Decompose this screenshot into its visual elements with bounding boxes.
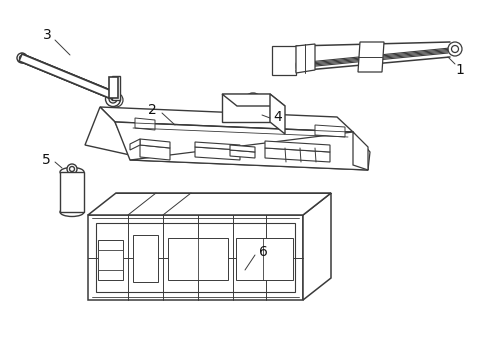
Polygon shape — [112, 76, 120, 100]
Circle shape — [20, 55, 25, 60]
Polygon shape — [115, 122, 368, 170]
Circle shape — [109, 93, 123, 107]
Polygon shape — [130, 139, 140, 150]
Polygon shape — [270, 94, 285, 134]
Polygon shape — [296, 44, 315, 73]
Text: 3: 3 — [43, 28, 51, 42]
Polygon shape — [236, 238, 293, 280]
Ellipse shape — [60, 167, 84, 176]
Circle shape — [115, 99, 118, 102]
Circle shape — [112, 98, 115, 100]
Circle shape — [18, 54, 26, 63]
Polygon shape — [60, 172, 84, 212]
Polygon shape — [140, 139, 170, 148]
Circle shape — [212, 150, 218, 156]
Circle shape — [276, 59, 288, 71]
Polygon shape — [88, 215, 303, 300]
Polygon shape — [98, 240, 123, 280]
Circle shape — [448, 42, 462, 56]
Polygon shape — [21, 54, 114, 99]
Polygon shape — [230, 150, 255, 158]
Polygon shape — [315, 125, 345, 137]
Circle shape — [70, 166, 74, 171]
Polygon shape — [358, 42, 384, 72]
Polygon shape — [88, 193, 331, 215]
Polygon shape — [222, 94, 270, 122]
Circle shape — [17, 53, 27, 63]
Circle shape — [367, 49, 373, 55]
Circle shape — [20, 56, 24, 60]
Polygon shape — [353, 132, 368, 170]
Polygon shape — [100, 107, 353, 132]
Polygon shape — [230, 145, 255, 152]
Circle shape — [105, 91, 121, 107]
Ellipse shape — [60, 207, 84, 216]
Polygon shape — [19, 54, 112, 98]
Polygon shape — [109, 77, 118, 98]
Text: 6: 6 — [259, 245, 268, 259]
Circle shape — [244, 93, 262, 111]
Circle shape — [279, 62, 285, 68]
Polygon shape — [195, 147, 240, 160]
Circle shape — [451, 45, 459, 53]
Circle shape — [67, 164, 77, 174]
Polygon shape — [265, 141, 330, 152]
Circle shape — [240, 152, 244, 156]
Polygon shape — [265, 148, 330, 162]
Circle shape — [209, 147, 221, 159]
Circle shape — [109, 95, 117, 103]
Circle shape — [249, 97, 255, 103]
Polygon shape — [195, 142, 240, 150]
Circle shape — [238, 150, 246, 158]
Text: 2: 2 — [147, 103, 156, 117]
Polygon shape — [85, 107, 130, 155]
Circle shape — [18, 54, 26, 63]
Polygon shape — [140, 145, 170, 160]
Polygon shape — [96, 223, 295, 292]
Polygon shape — [130, 132, 370, 170]
Text: 1: 1 — [456, 63, 465, 77]
Circle shape — [112, 96, 120, 104]
Circle shape — [248, 97, 258, 107]
Text: 4: 4 — [273, 110, 282, 124]
Polygon shape — [133, 235, 158, 282]
Polygon shape — [168, 238, 228, 280]
Polygon shape — [135, 118, 155, 130]
Circle shape — [367, 59, 373, 65]
Polygon shape — [98, 250, 123, 270]
Polygon shape — [303, 193, 331, 300]
Polygon shape — [222, 94, 285, 106]
Text: 5: 5 — [42, 153, 50, 167]
Polygon shape — [21, 54, 114, 99]
Polygon shape — [272, 46, 296, 75]
Circle shape — [20, 56, 24, 60]
Circle shape — [281, 49, 287, 55]
